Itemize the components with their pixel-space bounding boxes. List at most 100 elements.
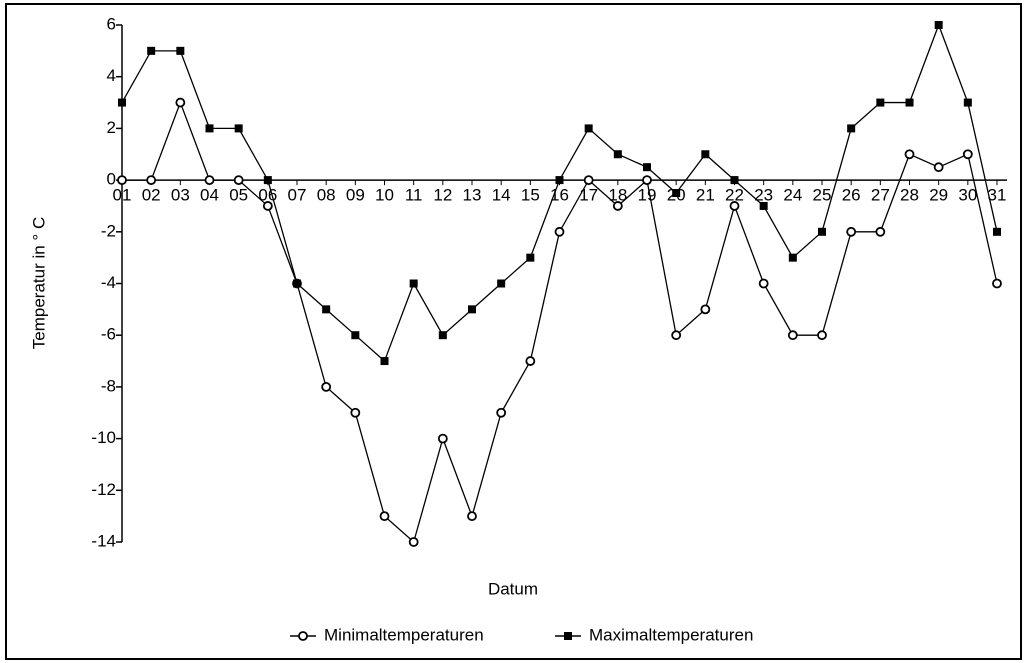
data-point [671,330,682,341]
y-tick-label: 0 [107,170,116,189]
x-tick-label: 15 [521,186,540,205]
data-point [438,331,447,340]
x-tick-label: 11 [405,186,423,205]
x-tick-label: 30 [958,186,977,205]
data-point [233,175,244,186]
x-tick-label: 07 [288,186,307,205]
data-point [876,98,885,107]
data-point [205,124,214,133]
x-tick-label: 08 [317,186,336,205]
y-tick-label: -6 [101,325,116,344]
data-point [672,189,681,198]
y-axis-label: Temperatur in ° C [29,217,48,349]
data-point [613,150,622,159]
data-point [700,304,711,315]
data-point [496,407,507,418]
legend-label: Minimaltemperaturen [324,625,484,644]
x-tick-label: 17 [579,186,598,205]
data-point [118,98,126,107]
data-point [933,162,944,173]
x-tick-label: 05 [229,186,248,205]
data-point [380,357,389,366]
data-point [904,149,915,160]
frame [5,3,1022,660]
data-point [787,330,798,341]
x-tick-label: 14 [492,186,511,205]
data-point [525,356,536,366]
y-tick-label: 4 [107,66,116,85]
data-point [584,124,593,133]
data-point [583,175,594,186]
data-point [147,46,156,55]
data-point [262,201,273,211]
x-tick-label: 19 [638,186,657,205]
x-tick-label: 10 [375,186,394,205]
legend-marker [564,632,572,640]
data-point [554,226,565,237]
data-point [817,330,827,341]
y-tick-label: -2 [101,221,116,240]
data-point [497,279,506,288]
data-point [176,46,185,55]
data-point [992,278,1002,289]
data-point [175,97,186,108]
data-point [117,175,127,186]
x-tick-label: 12 [433,186,452,205]
y-tick-label: -12 [91,480,116,499]
data-point [468,305,476,314]
data-point [905,98,914,107]
x-axis-label: Datum [488,579,538,598]
data-point [526,253,535,262]
data-point [993,227,1001,236]
data-point [146,175,157,186]
data-point [642,175,652,186]
legend-label: Maximaltemperaturen [589,625,753,644]
data-point [612,201,623,211]
x-tick-label: 27 [871,186,890,205]
data-point [701,150,710,159]
data-point [293,279,301,288]
data-point [846,226,857,237]
y-tick-label: -14 [91,531,116,550]
x-tick-label: 23 [754,186,773,205]
data-point [351,331,360,340]
y-tick-label: -8 [101,376,116,395]
x-tick-label: 13 [463,186,482,205]
x-tick-label: 16 [550,186,569,205]
data-point [847,124,856,133]
data-point [934,21,943,29]
x-tick-label: 02 [142,186,161,205]
data-point [408,537,419,547]
x-tick-label: 04 [200,186,219,205]
x-tick-label: 09 [346,186,365,205]
data-point [818,227,826,236]
data-point [467,511,477,522]
data-point [263,176,272,185]
x-tick-label: 24 [783,186,802,205]
data-point [875,226,886,237]
data-point [759,201,768,210]
x-tick-label: 22 [725,186,744,205]
data-point [437,433,448,444]
x-tick-label: 28 [900,186,919,205]
data-point [234,124,243,133]
data-point [555,176,564,185]
x-tick-label: 03 [171,186,190,205]
data-point [963,98,972,107]
data-point [729,201,740,211]
y-tick-label: 6 [107,14,116,33]
data-point [730,176,739,185]
legend-marker [298,631,308,641]
x-tick-label: 01 [113,186,132,205]
data-point [321,381,332,392]
data-point [322,305,331,314]
x-tick-label: 25 [813,186,832,205]
data-point [409,279,418,288]
y-tick-label: 2 [107,118,116,137]
data-point [643,163,651,172]
x-tick-label: 21 [696,186,715,205]
data-point [379,511,390,522]
y-tick-label: -10 [91,428,116,447]
